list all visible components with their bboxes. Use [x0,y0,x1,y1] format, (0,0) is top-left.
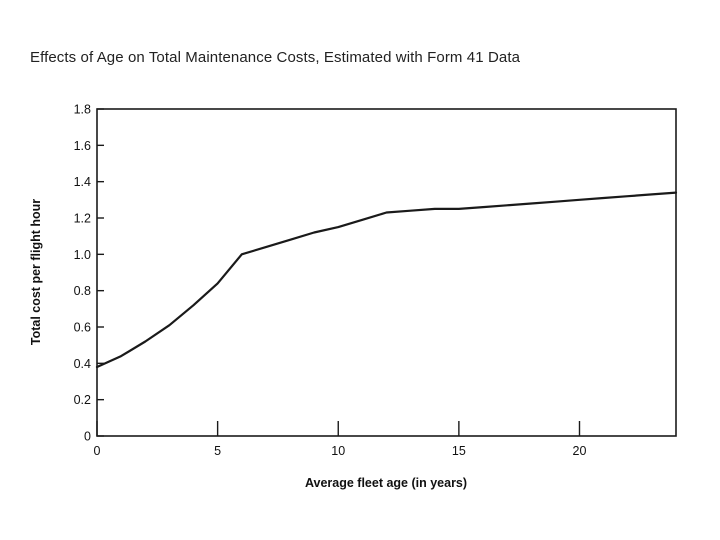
series-layer [95,191,678,369]
y-tick-label: 1.0 [74,248,91,262]
y-tick-label: 1.2 [74,212,91,226]
x-tick-label: 0 [94,444,101,458]
y-tick-label: 0.8 [74,284,91,298]
y-tick-label: 1.6 [74,139,91,153]
y-tick-label: 0 [84,430,91,444]
x-tick-label: 15 [452,444,466,458]
plot-frame [96,108,677,437]
y-tick-label: 0.4 [74,357,91,371]
y-axis-ticks: 0 0.2 0.4 0.6 0.8 1.0 1.2 1.4 1.6 1.8 [74,103,104,444]
x-axis-label: Average fleet age (in years) [305,476,467,490]
x-tick-label: 20 [573,444,587,458]
y-tick-label: 1.4 [74,175,91,189]
x-axis-ticks: 0 5 10 15 20 [94,421,587,458]
x-tick-label: 10 [331,444,345,458]
y-tick-label: 0.6 [74,321,91,335]
x-tick-label: 5 [214,444,221,458]
y-tick-label: 1.8 [74,103,91,117]
chart-title: Effects of Age on Total Maintenance Cost… [30,49,521,66]
series-line [95,191,678,369]
y-axis-label: Total cost per flight hour [29,199,43,345]
y-tick-label: 0.2 [74,393,91,407]
